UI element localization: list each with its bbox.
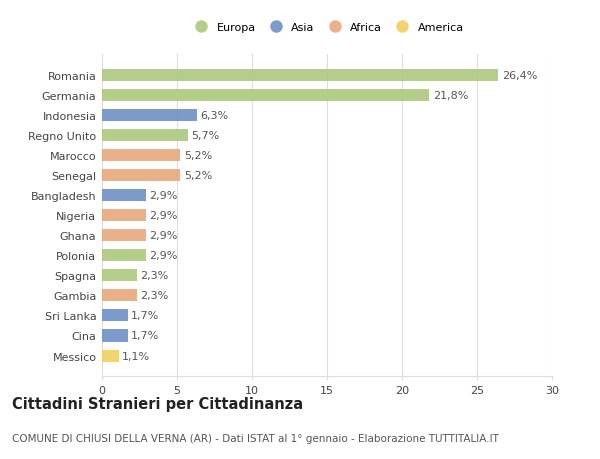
Bar — [102, 90, 429, 102]
Text: 2,3%: 2,3% — [140, 291, 169, 301]
Bar — [102, 170, 180, 182]
Text: 5,2%: 5,2% — [184, 151, 212, 161]
Text: 26,4%: 26,4% — [502, 71, 537, 81]
Legend: Europa, Asia, Africa, America: Europa, Asia, Africa, America — [185, 19, 469, 38]
Bar — [102, 230, 146, 242]
Bar — [102, 110, 197, 122]
Text: Cittadini Stranieri per Cittadinanza: Cittadini Stranieri per Cittadinanza — [12, 397, 303, 412]
Text: 2,9%: 2,9% — [149, 211, 178, 221]
Text: 21,8%: 21,8% — [433, 91, 468, 101]
Text: 6,3%: 6,3% — [200, 111, 229, 121]
Text: 1,7%: 1,7% — [131, 311, 160, 321]
Text: 1,1%: 1,1% — [122, 351, 151, 361]
Text: COMUNE DI CHIUSI DELLA VERNA (AR) - Dati ISTAT al 1° gennaio - Elaborazione TUTT: COMUNE DI CHIUSI DELLA VERNA (AR) - Dati… — [12, 433, 499, 442]
Text: 5,7%: 5,7% — [191, 131, 220, 141]
Bar — [102, 70, 498, 82]
Bar — [102, 250, 146, 262]
Bar — [102, 210, 146, 222]
Bar — [102, 310, 128, 322]
Text: 2,9%: 2,9% — [149, 231, 178, 241]
Bar — [102, 330, 128, 342]
Bar — [102, 130, 187, 142]
Text: 2,9%: 2,9% — [149, 251, 178, 261]
Bar — [102, 270, 137, 282]
Bar — [102, 190, 146, 202]
Text: 1,7%: 1,7% — [131, 331, 160, 341]
Text: 2,9%: 2,9% — [149, 191, 178, 201]
Bar — [102, 290, 137, 302]
Bar — [102, 350, 119, 362]
Text: 5,2%: 5,2% — [184, 171, 212, 181]
Text: 2,3%: 2,3% — [140, 271, 169, 281]
Bar — [102, 150, 180, 162]
